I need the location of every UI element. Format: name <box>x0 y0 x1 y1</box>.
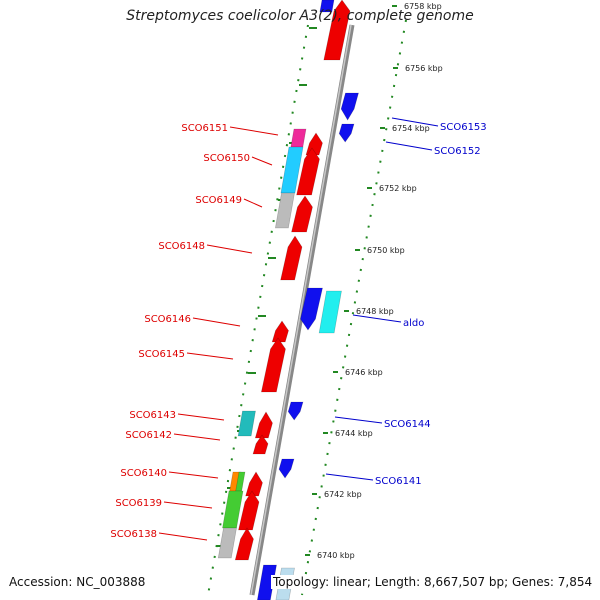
tick-label: 6754 kbp <box>392 124 430 133</box>
gene-label: aldo <box>403 318 424 329</box>
gene-arrow-forward <box>305 132 323 156</box>
gene-leader-line <box>251 156 273 166</box>
gene-leader-line <box>158 532 208 541</box>
genome-backbone-highlight <box>250 24 352 596</box>
gene-block-cyan <box>280 146 304 194</box>
gene-arrow-forward <box>234 527 254 561</box>
gene-label: SCO6138 <box>110 529 157 540</box>
gene-label: SCO6152 <box>434 146 481 157</box>
accession-label: Accession: NC_003888 <box>9 575 146 589</box>
gene-block-reverse <box>319 0 335 13</box>
gene-block-reverse <box>257 564 277 600</box>
gene-leader-line <box>163 501 213 509</box>
gene-label: SCO6143 <box>129 410 176 421</box>
gene-arrow-reverse <box>340 92 359 121</box>
tick-label: 6752 kbp <box>379 184 417 193</box>
gene-leader-line <box>325 473 374 481</box>
gene-label: SCO6142 <box>125 430 172 441</box>
gene-leader-line <box>385 141 433 151</box>
gene-leader-line <box>192 317 241 327</box>
tick-label: 6744 kbp <box>335 429 373 438</box>
left-guide-line <box>207 24 309 596</box>
tick-label: 6746 kbp <box>345 368 383 377</box>
gene-block-gray <box>275 192 295 229</box>
gene-leader-line <box>229 126 279 136</box>
gene-block-gray <box>217 527 237 559</box>
gene-block-teal <box>237 410 256 437</box>
gene-arrow-forward <box>261 337 286 393</box>
gene-features <box>217 0 359 600</box>
gene-block-green <box>222 490 244 529</box>
gene-leader-line <box>243 198 263 208</box>
gene-label: SCO6148 <box>158 241 205 252</box>
tick-label: 6758 kbp <box>404 2 442 11</box>
gene-leader-line <box>168 471 219 479</box>
gene-label: SCO6153 <box>440 122 487 133</box>
gene-leader-line <box>177 413 225 421</box>
gene-leader-line <box>352 314 402 323</box>
gene-arrow-forward <box>271 320 289 343</box>
gene-leader-line <box>186 352 234 360</box>
gene-arrow-forward <box>280 235 303 281</box>
tick-label: 6740 kbp <box>317 551 355 560</box>
gene-label: SCO6150 <box>203 153 250 164</box>
gene-arrow-forward <box>296 147 320 196</box>
gene-arrow-reverse <box>278 458 295 479</box>
tick-label: 6748 kbp <box>356 307 394 316</box>
gene-labels: SCO6151 SCO6150 SCO6149 SCO6148 SCO6146 SCO61… <box>110 117 487 541</box>
gene-label: SCO6139 <box>115 498 162 509</box>
gene-arrow-forward <box>254 411 273 439</box>
gene-leader-line <box>173 433 221 441</box>
gene-label: SCO6141 <box>375 476 422 487</box>
gene-leader-line <box>334 416 383 424</box>
gene-arrow-reverse <box>287 401 304 421</box>
genome-backbone <box>249 24 355 596</box>
gene-arrow-reverse <box>300 287 323 331</box>
tick-label: 6742 kbp <box>324 490 362 499</box>
gene-label: SCO6151 <box>181 123 228 134</box>
gene-arrow-forward <box>238 490 260 531</box>
tick-label: 6756 kbp <box>405 64 443 73</box>
gene-label: SCO6146 <box>144 314 191 325</box>
gene-leader-line <box>206 244 253 254</box>
gene-block-magenta <box>290 128 307 148</box>
gene-label: SCO6140 <box>120 468 167 479</box>
tick-label: 6750 kbp <box>367 246 405 255</box>
gene-label: SCO6149 <box>195 195 242 206</box>
genome-summary: Topology: linear; Length: 8,667,507 bp; … <box>271 575 595 589</box>
gene-block-aqua <box>318 290 342 334</box>
gene-arrow-forward <box>252 434 269 455</box>
gene-label: SCO6144 <box>384 419 431 430</box>
map-title: Streptomyces coelicolor A3(2), complete … <box>126 8 474 24</box>
gene-arrow-forward <box>291 195 313 233</box>
gene-label: SCO6145 <box>138 349 185 360</box>
gene-arrow-forward <box>245 471 263 497</box>
gene-arrow-reverse <box>338 123 355 143</box>
gene-arrow-forward <box>323 0 351 61</box>
gene-leader-line <box>391 117 439 127</box>
